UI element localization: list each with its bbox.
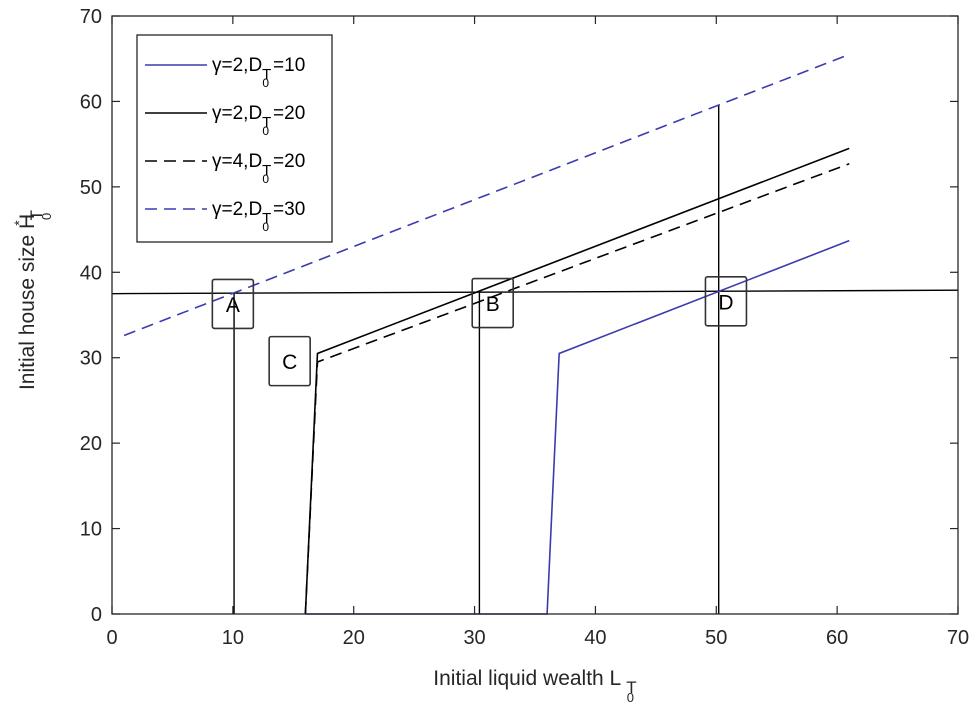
x-tick-label: 0 [106,627,117,649]
series-lines [123,53,850,615]
y-tick-label: 0 [91,604,102,626]
x-tick-label: 20 [343,627,365,649]
y-tick-label: 30 [80,348,102,370]
legend-box [136,34,333,243]
y-tick-label: 10 [80,519,102,541]
y-tick-label: 40 [80,262,102,284]
axes: 0 10 20 30 40 50 60 70 0 10 20 30 40 50 60 70 [80,6,969,649]
axes-frame [111,15,959,615]
annotation-box [704,276,748,327]
annotation-label: B [486,293,500,316]
y-tick-label: 70 [80,6,102,28]
y-tick-label: 20 [80,433,102,455]
series-line [304,163,850,615]
x-tick-label: 50 [705,627,727,649]
y-tick-label: 60 [80,91,102,113]
annotation-box [471,277,515,329]
annotation-box [211,278,255,330]
annotation-label: A [226,294,240,317]
x-tick-label: 70 [947,627,969,649]
legend: γ=2,DT0=10γ=2,DT0=20γ=4,DT0=20γ=2,DT0=30 [136,34,333,243]
y-axis-label: Initial house size H*T0 [11,210,54,390]
x-tick-label: 30 [463,627,485,649]
annotation-boxes: A B C D [211,276,748,387]
x-tick-label: 10 [222,627,244,649]
annotation-label: D [718,291,733,314]
series-line [123,53,850,337]
y-tick-label: 50 [80,177,102,199]
x-tick-label: 60 [826,627,848,649]
x-tick-label: 40 [584,627,606,649]
annotation-label: C [282,351,297,374]
annotation-box [268,335,311,387]
